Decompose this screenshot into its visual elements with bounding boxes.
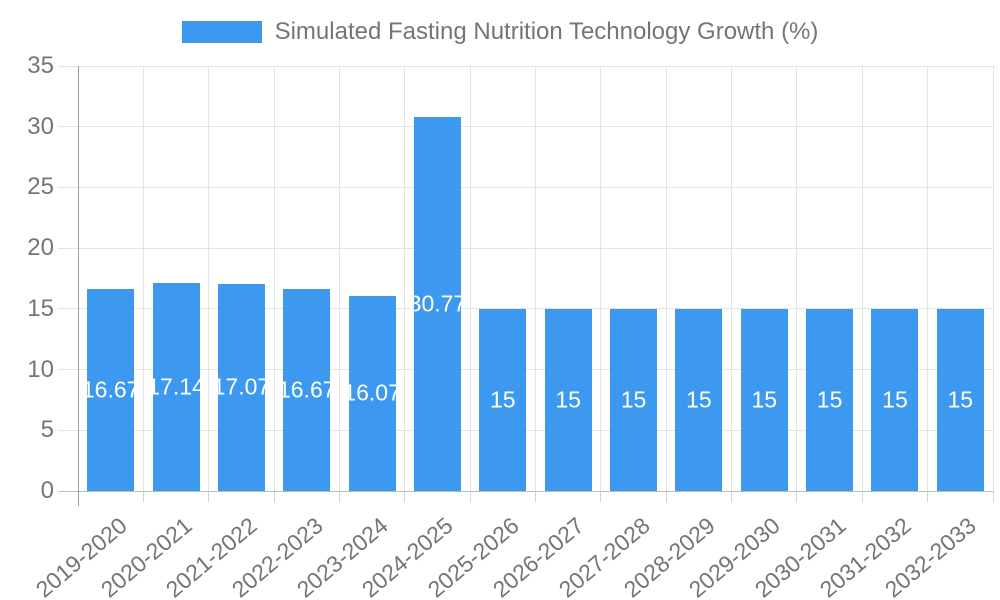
bar-value-label: 15: [751, 386, 778, 413]
legend-label: Simulated Fasting Nutrition Technology G…: [274, 18, 819, 45]
bar-value-label: 17.07: [212, 373, 271, 400]
bar-2030-2031[interactable]: [806, 308, 854, 491]
x-axis-tick: [404, 491, 406, 502]
v-gridline: [273, 66, 275, 491]
v-gridline: [208, 66, 210, 491]
bar-value-label: 15: [490, 386, 516, 413]
bar-2022-2023[interactable]: [283, 288, 331, 491]
bar-value-label: 15: [555, 386, 581, 413]
y-axis-tick-label: 0: [40, 477, 54, 504]
v-gridline: [600, 66, 602, 491]
bar-value-label: 15: [686, 386, 712, 413]
bar-2031-2032[interactable]: [871, 308, 919, 491]
v-gridline: [338, 66, 340, 491]
v-gridline: [861, 66, 863, 491]
v-gridline: [404, 66, 406, 491]
bar-value-label: 15: [947, 386, 974, 413]
x-axis-tick: [861, 491, 863, 502]
x-axis-tick: [273, 491, 275, 502]
bar-2023-2024[interactable]: [348, 295, 396, 491]
plot-area: 16.67 17.14 17.07 16.67 16.07 30.77 15 15 15 15 15…: [27, 52, 994, 600]
bar-value-label: 15: [882, 386, 908, 413]
v-gridline: [927, 66, 929, 491]
x-axis-tick: [208, 491, 210, 502]
bar-2026-2027[interactable]: [544, 308, 592, 491]
bar-2024-2025[interactable]: [413, 117, 461, 491]
y-axis-line: [77, 66, 79, 506]
bar-value-label: 17.14: [147, 373, 205, 400]
legend[interactable]: Simulated Fasting Nutrition Technology G…: [0, 18, 1000, 46]
x-axis-tick: [600, 491, 602, 502]
y-axis-tick-label: 20: [27, 234, 54, 262]
h-gridline: [58, 186, 993, 188]
v-gridline: [469, 66, 471, 491]
bar-2028-2029[interactable]: [675, 308, 723, 491]
bar-value-label: 15: [816, 386, 843, 413]
bar-2032-2033[interactable]: [936, 308, 984, 491]
v-gridline: [665, 66, 667, 491]
bar-2027-2028[interactable]: [610, 308, 658, 491]
x-axis-tick: [338, 491, 340, 502]
y-axis-tick-label: 5: [40, 416, 54, 444]
bar-2029-2030[interactable]: [740, 308, 788, 491]
y-axis-tick-label: 35: [27, 52, 54, 79]
x-axis-tick: [142, 491, 144, 502]
x-axis-tick: [992, 491, 994, 502]
y-axis-tick-label: 10: [27, 355, 54, 383]
bar-value-label: 30.77: [408, 290, 467, 317]
v-gridline: [731, 66, 733, 491]
bar-value-label: 16.07: [343, 379, 401, 406]
bar-value-label: 16.67: [81, 376, 140, 403]
x-axis-tick: [469, 491, 471, 502]
x-axis-tick: [927, 491, 929, 502]
x-axis-tick: [731, 491, 733, 502]
y-axis-tick-label: 25: [27, 173, 54, 201]
v-gridline: [142, 66, 144, 491]
y-axis-tick-label: 15: [27, 294, 54, 322]
x-axis-tick: [796, 491, 798, 502]
bar-2021-2022[interactable]: [217, 283, 265, 491]
v-gridline: [796, 66, 798, 491]
bar-2019-2020[interactable]: [87, 288, 135, 491]
v-gridline: [992, 66, 994, 491]
h-gridline: [58, 65, 993, 67]
h-gridline: [58, 490, 993, 492]
bar-2020-2021[interactable]: [152, 282, 200, 491]
x-axis-tick: [665, 491, 667, 502]
legend-swatch[interactable]: [181, 21, 262, 43]
bar-2025-2026[interactable]: [479, 308, 527, 491]
h-gridline: [58, 308, 993, 310]
h-gridline: [58, 126, 993, 128]
v-gridline: [535, 66, 536, 491]
bar-value-label: 16.67: [277, 376, 336, 403]
h-gridline: [58, 247, 993, 249]
bar-value-label: 15: [620, 386, 647, 413]
y-axis-tick-label: 30: [27, 112, 54, 140]
x-axis-tick: [535, 491, 536, 502]
